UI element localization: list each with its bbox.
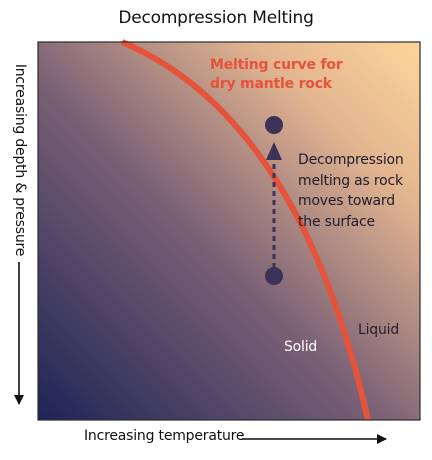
- solid-region-label: Solid: [284, 339, 318, 355]
- melting-curve-label: Melting curve for dry mantle rock: [210, 56, 343, 94]
- melting-curve-label-line2: dry mantle rock: [210, 76, 332, 92]
- decompression-label-line2: melting as rock: [298, 172, 403, 189]
- melting-curve-line: [120, 39, 371, 421]
- melting-curve-label-line1: Melting curve for: [210, 57, 343, 73]
- liquid-region-label: Liquid: [358, 322, 400, 338]
- decompression-label: Decompression melting as rock moves towa…: [298, 150, 404, 232]
- rock-end-point: [265, 116, 283, 134]
- decompression-arrowhead: [266, 142, 282, 160]
- diagram-background: [38, 42, 420, 420]
- x-axis-label: Increasing temperature: [84, 428, 245, 444]
- decompression-label-line1: Decompression: [298, 152, 404, 168]
- y-axis-label: Increasing depth & pressure: [12, 63, 28, 257]
- decompression-label-line3: moves toward: [298, 193, 395, 209]
- rock-start-point: [265, 267, 283, 285]
- diagram-frame: [37, 41, 421, 421]
- page-title: Decompression Melting: [118, 8, 314, 28]
- decompression-label-line4: the surface: [298, 213, 375, 230]
